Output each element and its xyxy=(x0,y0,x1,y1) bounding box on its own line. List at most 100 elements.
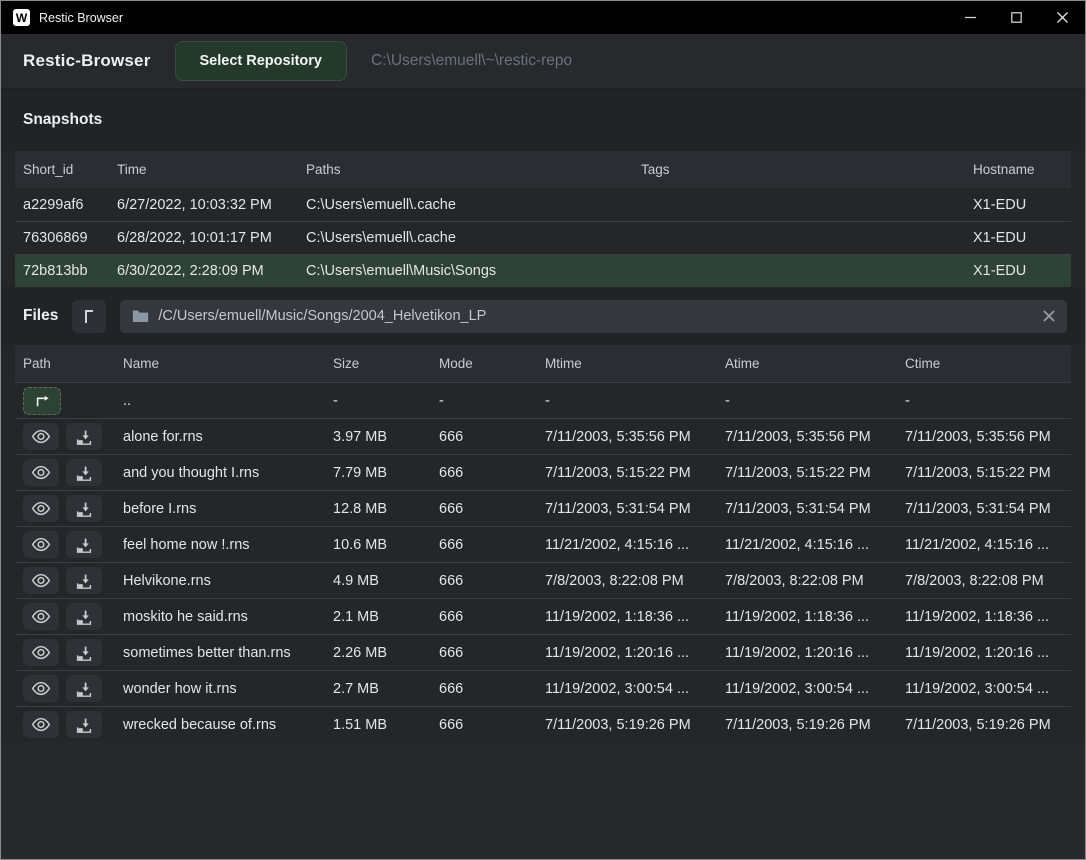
view-file-button[interactable] xyxy=(23,675,59,702)
download-file-button[interactable] xyxy=(66,531,102,558)
view-file-icon xyxy=(31,573,51,588)
snapshot-short-id: 72b813bb xyxy=(23,263,88,279)
file-mtime: 11/19/2002, 3:00:54 ... xyxy=(545,680,690,697)
titlebar: W Restic Browser xyxy=(1,1,1085,34)
file-mtime: 7/11/2003, 5:35:56 PM xyxy=(545,428,691,445)
minimize-icon xyxy=(964,16,976,19)
download-file-button[interactable] xyxy=(66,603,102,630)
file-row-actions xyxy=(15,639,115,666)
file-mtime: 11/19/2002, 1:18:36 ... xyxy=(545,608,690,625)
files-table: Path Name Size Mode Mtime Atime Ctime ..… xyxy=(1,345,1085,742)
clear-path-button[interactable] xyxy=(1043,310,1055,322)
file-ctime: 11/19/2002, 1:18:36 ... xyxy=(905,608,1050,625)
download-file-button[interactable] xyxy=(66,459,102,486)
download-file-button[interactable] xyxy=(66,675,102,702)
file-name: before I.rns xyxy=(123,500,197,517)
view-file-button[interactable] xyxy=(23,567,59,594)
column-header-size: Size xyxy=(333,356,360,371)
snapshots-table: Short_id Time Paths Tags Hostname a2299a… xyxy=(1,151,1085,287)
snapshot-row[interactable]: 76306869 6/28/2022, 10:01:17 PM C:\Users\e… xyxy=(15,221,1071,254)
file-row: .. - - - - - xyxy=(15,382,1071,418)
files-table-header: Path Name Size Mode Mtime Atime Ctime xyxy=(15,345,1071,382)
column-header-paths: Paths xyxy=(306,162,341,177)
current-path-input[interactable] xyxy=(158,308,1034,324)
file-size: 2.26 MB xyxy=(333,644,387,661)
file-ctime: 7/11/2003, 5:19:26 PM xyxy=(905,716,1051,733)
file-ctime: 11/19/2002, 1:20:16 ... xyxy=(905,644,1050,661)
download-file-icon xyxy=(76,682,92,697)
file-size: 7.79 MB xyxy=(333,464,387,481)
download-file-icon xyxy=(76,646,92,661)
file-size: 1.51 MB xyxy=(333,716,387,733)
view-file-icon xyxy=(31,537,51,552)
file-mode: 666 xyxy=(439,500,464,517)
file-mode: 666 xyxy=(439,716,464,733)
column-header-short-id: Short_id xyxy=(23,162,74,177)
column-header-time: Time xyxy=(117,162,147,177)
view-file-button[interactable] xyxy=(23,531,59,558)
download-file-button[interactable] xyxy=(66,567,102,594)
file-ctime: 7/11/2003, 5:31:54 PM xyxy=(905,500,1051,517)
column-header-mode: Mode xyxy=(439,356,473,371)
file-mtime: 7/11/2003, 5:15:22 PM xyxy=(545,464,691,481)
snapshots-body: a2299af6 6/27/2022, 10:03:32 PM C:\Users\e… xyxy=(15,188,1071,287)
download-file-button[interactable] xyxy=(66,423,102,450)
minimize-button[interactable] xyxy=(947,1,993,34)
view-file-button[interactable] xyxy=(23,603,59,630)
snapshot-hostname: X1-EDU xyxy=(973,263,1027,279)
snapshot-row[interactable]: a2299af6 6/27/2022, 10:03:32 PM C:\Users\e… xyxy=(15,188,1071,221)
file-ctime: 11/19/2002, 3:00:54 ... xyxy=(905,680,1050,697)
header-bar: Restic-Browser Select Repository C:\User… xyxy=(1,34,1085,89)
download-file-icon xyxy=(76,466,92,481)
file-row: alone for.rns 3.97 MB 666 7/11/2003, 5:35:5… xyxy=(15,418,1071,454)
file-atime: 7/8/2003, 8:22:08 PM xyxy=(725,572,864,589)
file-mtime: 11/21/2002, 4:15:16 ... xyxy=(545,536,690,553)
file-row-actions xyxy=(15,495,115,522)
view-file-icon xyxy=(31,609,51,624)
snapshots-section-heading: Snapshots xyxy=(1,89,1085,151)
file-name: Helvikone.rns xyxy=(123,572,211,589)
view-file-button[interactable] xyxy=(23,639,59,666)
snapshot-hostname: X1-EDU xyxy=(973,196,1027,213)
file-atime: 7/11/2003, 5:31:54 PM xyxy=(725,500,871,517)
file-name: wrecked because of.rns xyxy=(123,716,277,733)
maximize-button[interactable] xyxy=(993,1,1039,34)
file-mode: 666 xyxy=(439,536,464,553)
clear-path-icon xyxy=(1043,310,1055,322)
file-name: feel home now !.rns xyxy=(123,536,250,553)
column-header-path: Path xyxy=(23,356,51,371)
file-row-actions xyxy=(15,567,115,594)
file-atime: 11/19/2002, 3:00:54 ... xyxy=(725,680,870,697)
column-header-name: Name xyxy=(123,356,160,371)
view-file-button[interactable] xyxy=(23,423,59,450)
root-path-icon xyxy=(85,310,94,323)
files-body: .. - - - - - alone for.rns 3.97 MB 666 7/11/2003,… xyxy=(15,382,1071,742)
file-ctime: 7/11/2003, 5:15:22 PM xyxy=(905,464,1051,481)
file-row: moskito he said.rns 2.1 MB 666 11/19/2002, … xyxy=(15,598,1071,634)
select-repository-button[interactable]: Select Repository xyxy=(174,41,348,81)
download-file-button[interactable] xyxy=(66,711,102,738)
download-file-button[interactable] xyxy=(66,639,102,666)
snapshot-row[interactable]: 72b813bb 6/30/2022, 2:28:09 PM C:\Users\em… xyxy=(15,254,1071,287)
file-atime: 7/11/2003, 5:35:56 PM xyxy=(725,428,871,445)
file-ctime: 11/21/2002, 4:15:16 ... xyxy=(905,536,1050,553)
view-file-button[interactable] xyxy=(23,495,59,522)
column-header-atime: Atime xyxy=(725,356,760,371)
maximize-icon xyxy=(1010,12,1022,23)
file-ctime: 7/11/2003, 5:35:56 PM xyxy=(905,428,1051,445)
view-file-button[interactable] xyxy=(23,459,59,486)
view-file-button[interactable] xyxy=(23,711,59,738)
snapshot-time: 6/30/2022, 2:28:09 PM xyxy=(117,263,264,279)
close-button[interactable] xyxy=(1039,1,1085,34)
snapshot-short-id: a2299af6 xyxy=(23,196,84,213)
column-header-ctime: Ctime xyxy=(905,356,941,371)
app-title: Restic-Browser xyxy=(23,51,151,70)
up-directory-button[interactable] xyxy=(23,386,61,415)
file-row: Helvikone.rns 4.9 MB 666 7/8/2003, 8:22:08 … xyxy=(15,562,1071,598)
download-file-icon xyxy=(76,718,92,733)
file-row-actions xyxy=(15,531,115,558)
download-file-button[interactable] xyxy=(66,495,102,522)
files-root-button[interactable] xyxy=(72,299,107,333)
file-row-actions xyxy=(15,603,115,630)
column-header-tags: Tags xyxy=(641,162,670,177)
